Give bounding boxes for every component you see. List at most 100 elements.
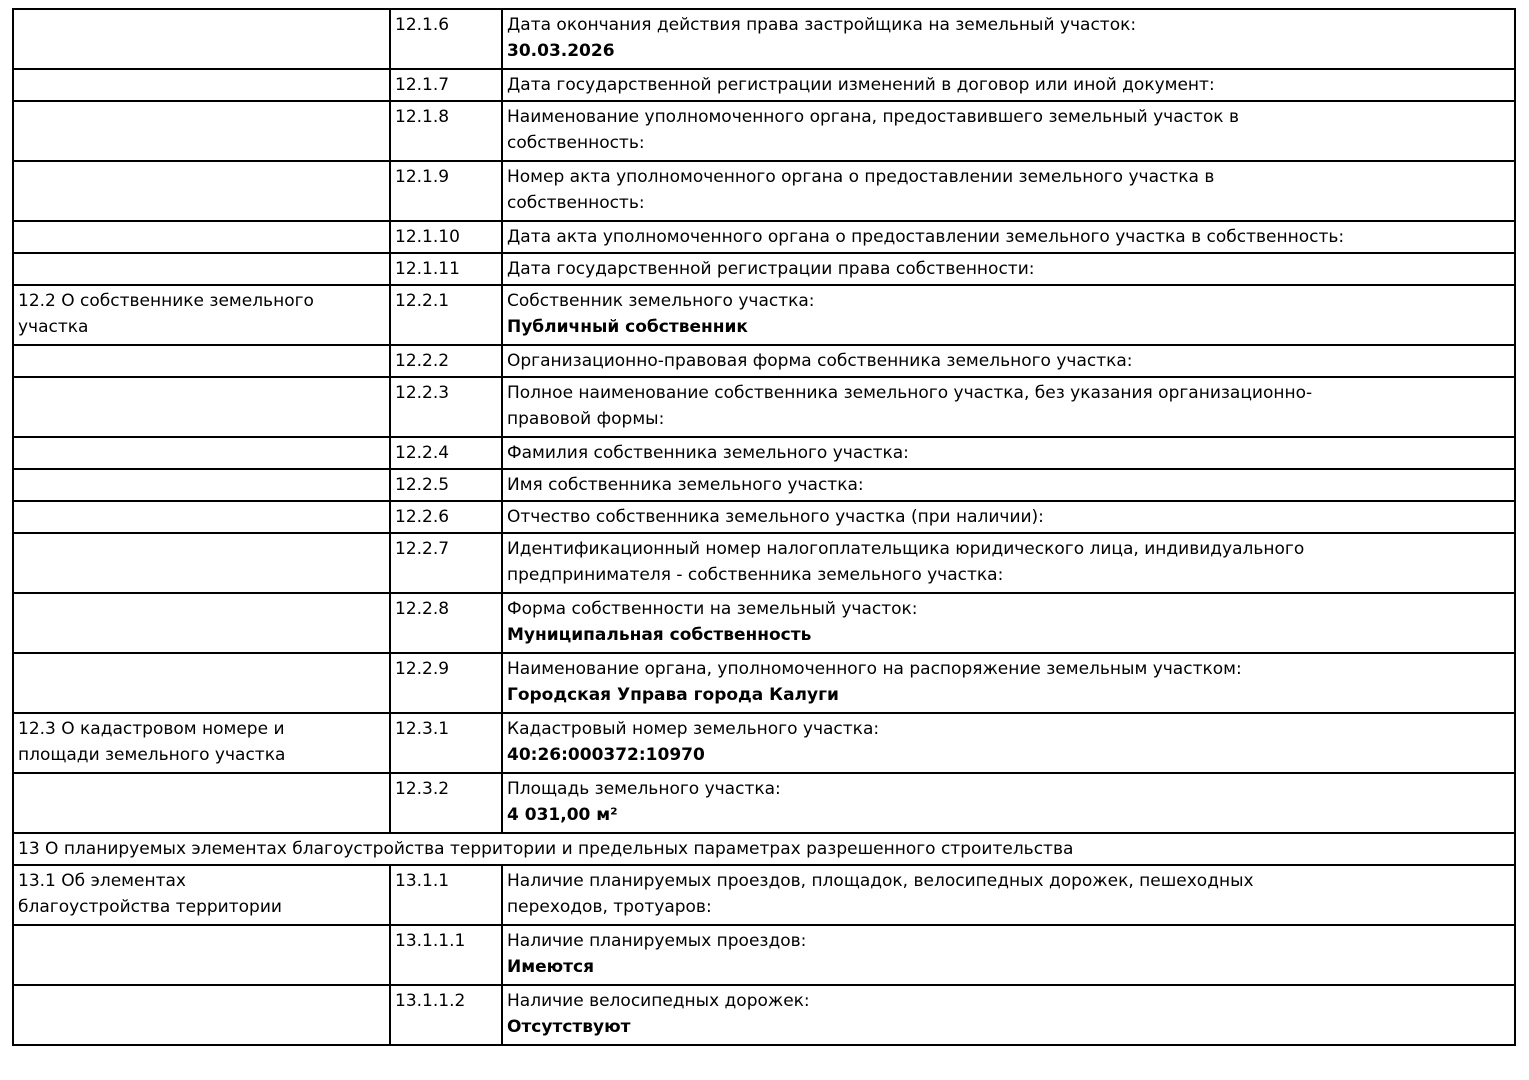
table-row: 12.2.6 Отчество собственника земельного у…: [12, 500, 1516, 534]
field-value: 30.03.2026: [507, 41, 615, 61]
field-label: Идентификационный номер налогоплательщик…: [507, 539, 1305, 585]
table-row: 13.1 Об элементах благоустройства террит…: [12, 864, 1516, 926]
field-label: Собственник земельного участка:: [507, 291, 815, 311]
cell-section-title: [12, 344, 391, 378]
cell-section-title: 12.3 О кадастровом номере и площади земе…: [12, 712, 391, 774]
table-row: 12.1.9 Номер акта уполномоченного органа …: [12, 160, 1516, 222]
cell-item-number: 12.1.6: [389, 8, 503, 70]
cell-content: Наличие планируемых проездов, площадок, …: [501, 864, 1516, 926]
cell-section-title: [12, 220, 391, 254]
cell-section-title: [12, 532, 391, 594]
table-row: 12.1.11 Дата государственной регистрации …: [12, 252, 1516, 286]
cell-item-number: 12.1.10: [389, 220, 503, 254]
table-row: 12.2.8 Форма собственности на земельный у…: [12, 592, 1516, 654]
table-row: 12.1.6 Дата окончания действия права заст…: [12, 8, 1516, 70]
field-label: Номер акта уполномоченного органа о пред…: [507, 167, 1215, 213]
table-row: 12.2.7 Идентификационный номер налогоплат…: [12, 532, 1516, 594]
cell-content: Отчество собственника земельного участка…: [501, 500, 1516, 534]
cell-item-number: 12.2.4: [389, 436, 503, 470]
cell-content: Наличие велосипедных дорожек: Отсутствуют: [501, 984, 1516, 1046]
project-declaration-table: 12.1.6 Дата окончания действия права заст…: [12, 8, 1516, 1046]
cell-item-number: 12.2.9: [389, 652, 503, 714]
cell-section-title: [12, 984, 391, 1046]
cell-content: Дата государственной регистрации права с…: [501, 252, 1516, 286]
cell-section-title: [12, 100, 391, 162]
field-label: Наличие велосипедных дорожек:: [507, 991, 810, 1011]
cell-item-number: 12.2.5: [389, 468, 503, 502]
table-row: 13.1.1.1 Наличие планируемых проездов: Име…: [12, 924, 1516, 986]
table-row: 12.2.3 Полное наименование собственника з…: [12, 376, 1516, 438]
cell-section-title: [12, 8, 391, 70]
field-label: Имя собственника земельного участка:: [507, 475, 864, 495]
cell-section-title: 13.1 Об элементах благоустройства террит…: [12, 864, 391, 926]
field-label: Отчество собственника земельного участка…: [507, 507, 1044, 527]
cell-section-title: [12, 436, 391, 470]
cell-section-title: [12, 468, 391, 502]
cell-content: Дата акта уполномоченного органа о предо…: [501, 220, 1516, 254]
cell-section-title: [12, 500, 391, 534]
cell-content: Организационно-правовая форма собственни…: [501, 344, 1516, 378]
cell-content: Дата окончания действия права застройщик…: [501, 8, 1516, 70]
section-header-row: 13 О планируемых элементах благоустройст…: [12, 832, 1516, 866]
table-row: 12.3.2 Площадь земельного участка: 4 031,0…: [12, 772, 1516, 834]
field-label: Наименование уполномоченного органа, пре…: [507, 107, 1239, 153]
field-label: Наименование органа, уполномоченного на …: [507, 659, 1242, 679]
cell-content: Форма собственности на земельный участок…: [501, 592, 1516, 654]
field-label: Наличие планируемых проездов:: [507, 931, 807, 951]
cell-content: Площадь земельного участка: 4 031,00 м²: [501, 772, 1516, 834]
cell-item-number: 12.3.1: [389, 712, 503, 774]
cell-item-number: 13.1.1: [389, 864, 503, 926]
cell-content: Кадастровый номер земельного участка: 40:…: [501, 712, 1516, 774]
cell-content: Собственник земельного участка: Публичный…: [501, 284, 1516, 346]
field-label: Площадь земельного участка:: [507, 779, 781, 799]
cell-content: Дата государственной регистрации изменен…: [501, 68, 1516, 102]
cell-item-number: 12.2.1: [389, 284, 503, 346]
cell-section-title: [12, 160, 391, 222]
table-row: 12.1.7 Дата государственной регистрации и…: [12, 68, 1516, 102]
cell-item-number: 12.2.7: [389, 532, 503, 594]
cell-section-title: [12, 592, 391, 654]
cell-item-number: 13.1.1.2: [389, 984, 503, 1046]
field-label: Дата государственной регистрации изменен…: [507, 75, 1215, 95]
cell-section-title: [12, 376, 391, 438]
field-value: Имеются: [507, 957, 595, 977]
field-value: Публичный собственник: [507, 317, 748, 337]
cell-content: Наименование уполномоченного органа, пре…: [501, 100, 1516, 162]
table-row: 12.3 О кадастровом номере и площади земе…: [12, 712, 1516, 774]
cell-section-title: [12, 68, 391, 102]
field-value: Городская Управа города Калуги: [507, 685, 839, 705]
table-row: 12.1.10 Дата акта уполномоченного органа …: [12, 220, 1516, 254]
cell-item-number: 12.3.2: [389, 772, 503, 834]
table-row: 12.2.4 Фамилия собственника земельного уч…: [12, 436, 1516, 470]
cell-section-title: [12, 772, 391, 834]
cell-section-title: [12, 924, 391, 986]
cell-content: Номер акта уполномоченного органа о пред…: [501, 160, 1516, 222]
cell-section-title: 12.2 О собственнике земельного участка: [12, 284, 391, 346]
cell-content: Имя собственника земельного участка:: [501, 468, 1516, 502]
field-value: Муниципальная собственность: [507, 625, 812, 645]
table-row: 12.2.5 Имя собственника земельного участк…: [12, 468, 1516, 502]
cell-section-title: [12, 652, 391, 714]
cell-item-number: 12.2.8: [389, 592, 503, 654]
cell-item-number: 12.1.7: [389, 68, 503, 102]
table-row: 12.1.8 Наименование уполномоченного орган…: [12, 100, 1516, 162]
cell-content: Наличие планируемых проездов: Имеются: [501, 924, 1516, 986]
section-header-text: 13 О планируемых элементах благоустройст…: [12, 832, 1516, 866]
table-row: 12.2 О собственнике земельного участка 12…: [12, 284, 1516, 346]
field-label: Организационно-правовая форма собственни…: [507, 351, 1133, 371]
cell-content: Полное наименование собственника земельн…: [501, 376, 1516, 438]
table-body: 12.1.6 Дата окончания действия права заст…: [12, 8, 1516, 1046]
field-label: Наличие планируемых проездов, площадок, …: [507, 871, 1254, 917]
field-label: Дата окончания действия права застройщик…: [507, 15, 1137, 35]
table-row: 12.2.9 Наименование органа, уполномоченно…: [12, 652, 1516, 714]
table-row: 12.2.2 Организационно-правовая форма собс…: [12, 344, 1516, 378]
field-label: Дата акта уполномоченного органа о предо…: [507, 227, 1345, 247]
field-label: Полное наименование собственника земельн…: [507, 383, 1313, 429]
cell-item-number: 12.2.2: [389, 344, 503, 378]
cell-content: Фамилия собственника земельного участка:: [501, 436, 1516, 470]
field-label: Кадастровый номер земельного участка:: [507, 719, 880, 739]
cell-item-number: 12.1.9: [389, 160, 503, 222]
table-row: 13.1.1.2 Наличие велосипедных дорожек: Отс…: [12, 984, 1516, 1046]
field-label: Дата государственной регистрации права с…: [507, 259, 1035, 279]
